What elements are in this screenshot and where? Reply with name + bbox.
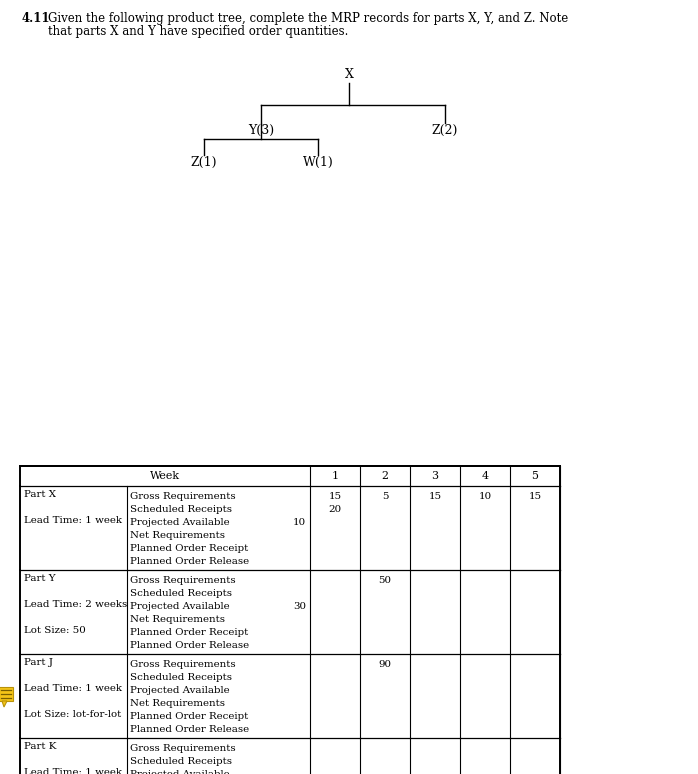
Text: Planned Order Receipt: Planned Order Receipt [130,628,248,637]
Text: Projected Available: Projected Available [130,686,230,695]
Text: 15: 15 [429,492,442,501]
Text: Projected Available: Projected Available [130,770,230,774]
Text: Net Requirements: Net Requirements [130,699,225,708]
Text: Lead Time: 1 week: Lead Time: 1 week [24,684,122,693]
Text: 15: 15 [528,492,542,501]
Text: Planned Order Release: Planned Order Release [130,557,249,566]
Text: W(1): W(1) [303,156,334,169]
Text: Net Requirements: Net Requirements [130,531,225,540]
Text: 10: 10 [478,492,491,501]
Text: 5: 5 [382,492,388,501]
Text: 30: 30 [293,602,306,611]
Text: Gross Requirements: Gross Requirements [130,744,236,753]
Text: 4.11: 4.11 [22,12,50,25]
Text: 3: 3 [431,471,438,481]
Text: Scheduled Receipts: Scheduled Receipts [130,505,232,514]
Text: Planned Order Release: Planned Order Release [130,641,249,650]
Text: Net Requirements: Net Requirements [130,615,225,624]
Text: Projected Available: Projected Available [130,602,230,611]
Text: Planned Order Receipt: Planned Order Receipt [130,544,248,553]
Text: 5: 5 [531,471,538,481]
Text: Scheduled Receipts: Scheduled Receipts [130,673,232,682]
Text: Scheduled Receipts: Scheduled Receipts [130,757,232,766]
Text: Part K: Part K [24,742,57,751]
Text: 1: 1 [332,471,339,481]
Text: X: X [345,68,353,81]
Text: Z(2): Z(2) [432,124,458,137]
Text: Gross Requirements: Gross Requirements [130,660,236,669]
Text: Scheduled Receipts: Scheduled Receipts [130,589,232,598]
Text: Given the following product tree, complete the MRP records for parts X, Y, and Z: Given the following product tree, comple… [48,12,568,25]
Text: Lead Time: 1 week: Lead Time: 1 week [24,516,122,525]
Polygon shape [2,701,7,707]
Text: 50: 50 [378,576,392,585]
Text: Z(1): Z(1) [191,156,217,169]
Text: Gross Requirements: Gross Requirements [130,576,236,585]
Text: Lead Time: 2 weeks: Lead Time: 2 weeks [24,600,127,609]
Text: Lot Size: lot-for-lot: Lot Size: lot-for-lot [24,710,121,719]
Text: Part X: Part X [24,490,56,499]
Text: 15: 15 [329,492,341,501]
Text: Lot Size: 50: Lot Size: 50 [24,626,86,635]
Text: Planned Order Release: Planned Order Release [130,725,249,734]
Text: Gross Requirements: Gross Requirements [130,492,236,501]
Text: 90: 90 [378,660,392,669]
Text: Part J: Part J [24,658,53,667]
Text: Planned Order Receipt: Planned Order Receipt [130,712,248,721]
FancyBboxPatch shape [0,687,13,701]
Text: Lead Time: 1 week: Lead Time: 1 week [24,768,122,774]
Text: Y(3): Y(3) [248,124,274,137]
Text: 10: 10 [293,518,306,527]
Text: Part Y: Part Y [24,574,56,583]
Text: that parts X and Y have specified order quantities.: that parts X and Y have specified order … [48,25,348,38]
Text: Week: Week [150,471,180,481]
Text: Projected Available: Projected Available [130,518,230,527]
Text: 4: 4 [482,471,489,481]
Text: 2: 2 [382,471,389,481]
Text: 20: 20 [329,505,341,514]
